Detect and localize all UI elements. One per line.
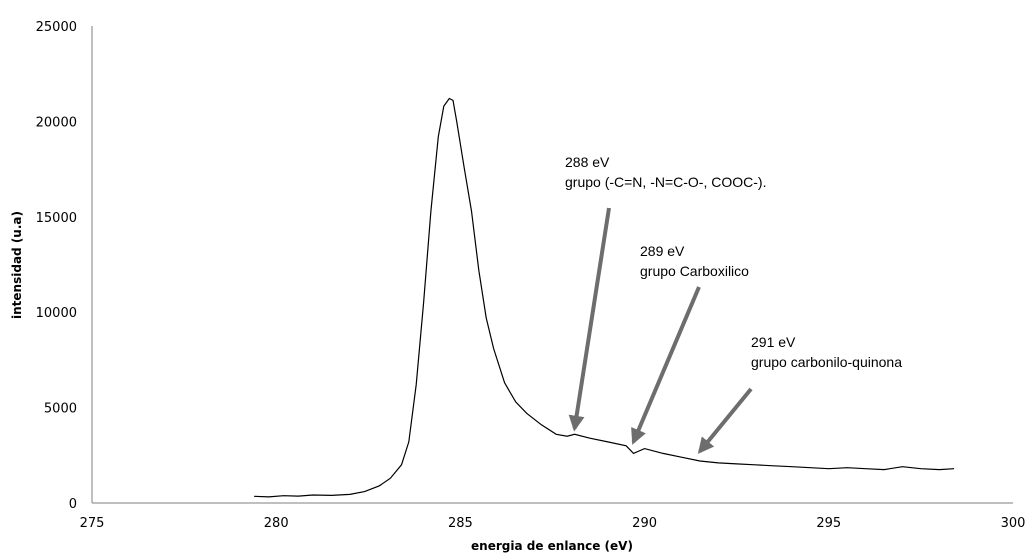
annotation-289ev-energy: 289 eV [640,243,685,259]
x-tick-label: 275 [80,516,105,531]
annotation-289ev-group: grupo Carboxilico [640,263,749,279]
y-tick-label: 25000 [36,20,77,35]
arrow-291ev [697,387,753,454]
x-tick-label: 295 [816,516,841,531]
y-tick-label: 10000 [36,306,77,321]
y-tick-label: 15000 [36,211,77,226]
arrow-288ev [568,207,611,432]
y-axis-title: intensidad (u.a) [10,211,24,319]
annotation-291ev-energy: 291 eV [751,334,796,350]
y-tick-label: 5000 [44,402,77,417]
annotation-288ev-energy: 288 eV [565,154,610,170]
annotation-288ev-group: grupo (-C=N, -N=C-O-, COOC-). [565,174,766,190]
y-tick-label: 20000 [36,115,77,130]
y-tick-labels: 0 5000 10000 15000 20000 25000 [36,20,77,512]
annotations: 288 eV grupo (-C=N, -N=C-O-, COOC-). 289… [565,154,902,454]
x-tick-label: 285 [448,516,473,531]
x-axis-title: energia de enlance (eV) [471,539,633,553]
arrow-289ev [631,286,701,445]
x-tick-label: 280 [264,516,289,531]
x-tick-label: 300 [1001,516,1026,531]
y-tick-label: 0 [69,497,77,512]
x-tick-labels: 275 280 285 290 295 300 [80,516,1026,531]
annotation-291ev-group: grupo carbonilo-quinona [751,354,902,370]
series-line [254,97,955,498]
x-tick-label: 290 [632,516,657,531]
